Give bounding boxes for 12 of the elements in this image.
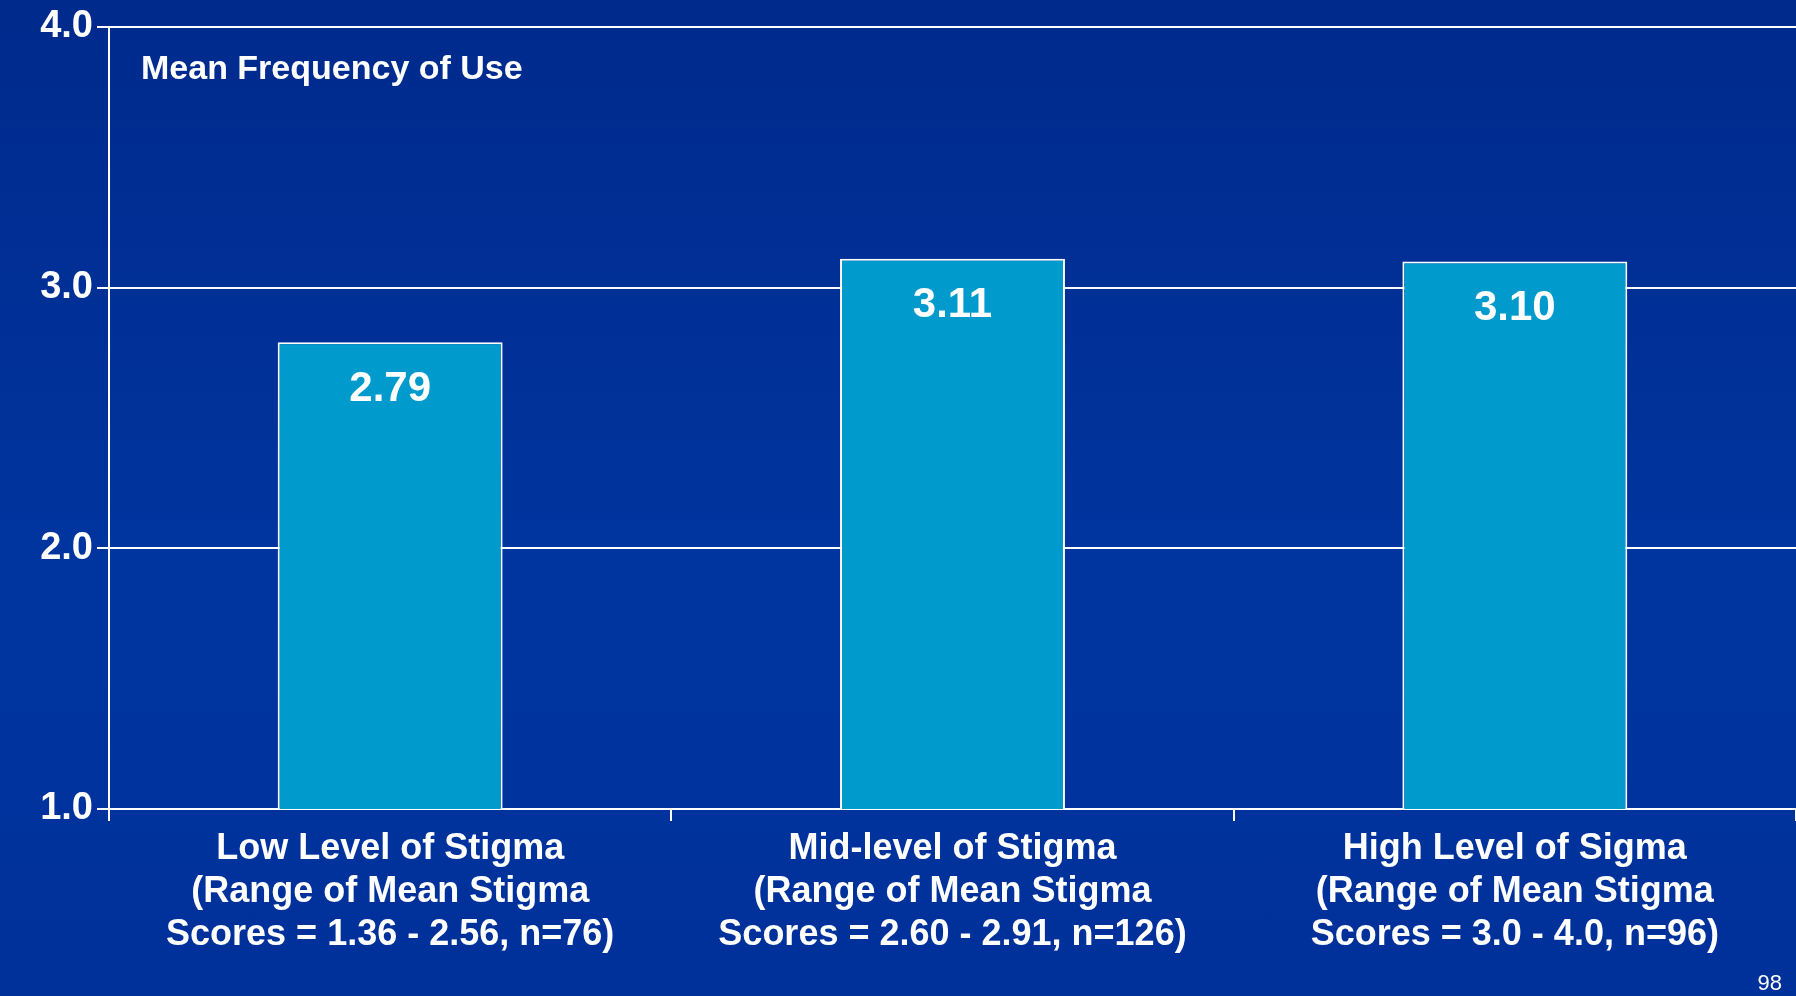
y-tick-label: 2.0	[40, 524, 93, 567]
y-tick-label: 3.0	[40, 264, 93, 307]
y-tick-label: 1.0	[40, 785, 93, 828]
data-label: 3.10	[1473, 282, 1556, 330]
x-tick-label: Low Level of Stigma (Range of Mean Stigma Scores = 1.36 - 2.56, n=76)	[166, 825, 615, 953]
x-tick-label: Mid-level of Stigma (Range of Mean Stigma Scores = 2.60 - 2.91, n=126)	[718, 825, 1187, 953]
x-tick-label: High Level of Sigma (Range of Mean Stigma Scores = 3.0 - 4.0, n=96)	[1310, 825, 1719, 953]
y-tick-label: 4.0	[40, 3, 93, 46]
data-label: 2.79	[349, 362, 432, 410]
text: 98	[1757, 970, 1782, 996]
text: Mean Frequency of Use	[141, 48, 523, 87]
data-label: 3.11	[912, 279, 993, 327]
